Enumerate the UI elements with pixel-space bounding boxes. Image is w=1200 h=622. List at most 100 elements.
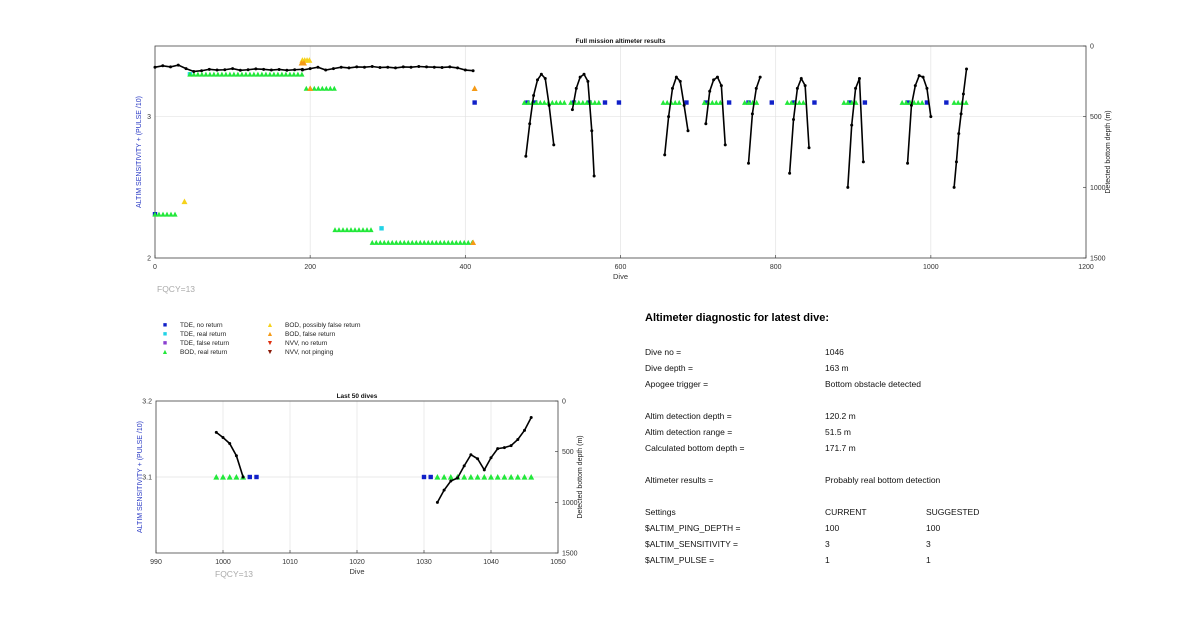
triangle-marker	[919, 99, 925, 105]
depth-point	[758, 75, 762, 79]
depth-point	[347, 66, 351, 70]
diag-value: 3	[926, 539, 931, 549]
depth-point	[857, 77, 861, 81]
square-marker	[421, 474, 427, 480]
diag-value: 100	[825, 523, 840, 533]
depth-point	[241, 475, 245, 479]
depth-point	[719, 84, 723, 88]
square-marker	[905, 100, 910, 105]
triangle-marker	[279, 71, 285, 77]
square-marker	[812, 100, 817, 105]
triangle-marker	[172, 211, 178, 217]
depth-point	[378, 65, 382, 69]
depth-point	[788, 171, 792, 175]
depth-point	[331, 67, 335, 71]
depth-point	[578, 75, 582, 79]
depth-point	[921, 75, 925, 79]
depth-point	[476, 457, 480, 461]
depth-point	[929, 115, 933, 119]
diag-label: Apogee trigger =	[645, 379, 709, 389]
triangle-marker	[899, 99, 905, 105]
triangle-marker	[348, 227, 354, 233]
square-marker	[472, 100, 477, 105]
triangle-marker	[441, 239, 447, 245]
diag-label: Settings	[645, 507, 676, 517]
depth-point	[482, 468, 486, 472]
depth-point	[529, 416, 533, 420]
y2-tick-label: 0	[1090, 44, 1094, 51]
depth-point	[850, 123, 854, 127]
legend-item: ▲ BOD, possibly false return	[265, 321, 361, 330]
square-marker	[684, 100, 689, 105]
triangle-marker	[251, 71, 257, 77]
triangle-marker	[235, 71, 241, 77]
diag-label: Dive depth =	[645, 363, 693, 373]
chart-title: Full mission altimeter results	[576, 38, 666, 45]
y2-tick-label: 0	[562, 399, 566, 406]
square-marker	[428, 474, 433, 480]
diag-value: 3	[825, 539, 830, 549]
square-marker	[254, 474, 259, 480]
depth-point	[957, 132, 961, 136]
square-marker	[769, 100, 774, 105]
legend-item: ▲ BOD, real return	[160, 348, 228, 357]
triangle-marker	[275, 71, 281, 77]
triangle-marker	[327, 85, 333, 91]
triangle-marker	[352, 227, 358, 233]
triangle-marker	[501, 474, 508, 480]
diag-row-settings-header: Settings CURRENT SUGGESTED	[645, 507, 1185, 521]
depth-point	[254, 67, 258, 71]
triangle-marker	[315, 85, 321, 91]
depth-point	[316, 65, 320, 69]
depth-point	[750, 112, 754, 116]
series-bod-false-return	[298, 59, 478, 246]
depth-point	[214, 430, 218, 434]
depth-point	[592, 174, 596, 178]
triangle-marker	[231, 71, 237, 77]
depth-point	[861, 160, 865, 164]
depth-point	[715, 75, 719, 79]
y2-tick-label: 500	[562, 449, 574, 456]
depth-point	[456, 66, 460, 70]
triangle-marker	[955, 99, 961, 105]
depth-line	[215, 431, 244, 478]
full-mission-chart: 0 200 400 600 800 1000 1200 2 3 0 500 1000 1500 Full …	[136, 38, 1112, 281]
triangle-marker	[413, 239, 419, 245]
diag-label: Altim detection depth =	[645, 411, 732, 421]
triangle-marker	[311, 85, 317, 91]
square-marker	[247, 474, 252, 480]
triangle-marker	[307, 85, 314, 91]
legend-item: ▼ NVV, not pinging	[265, 348, 334, 357]
depth-point	[425, 65, 429, 69]
depth-point	[582, 72, 586, 76]
depth-point	[803, 84, 807, 88]
triangle-marker	[911, 99, 917, 105]
legend-down-triangle-icon: ▼	[266, 340, 274, 347]
depth-point	[200, 69, 204, 73]
triangle-marker	[537, 99, 543, 105]
triangle-marker	[417, 239, 423, 245]
diag-col-header: CURRENT	[825, 507, 867, 517]
depth-point	[401, 65, 405, 69]
legend-label: BOD, real return	[180, 349, 228, 356]
triangle-marker	[796, 99, 802, 105]
triangle-marker	[441, 474, 448, 480]
legend-label: TDE, real return	[180, 331, 227, 338]
depth-point	[228, 442, 232, 446]
depth-point	[221, 435, 225, 439]
triangle-marker	[717, 99, 723, 105]
diag-label: Altimeter results =	[645, 475, 714, 485]
triangle-marker	[243, 71, 249, 77]
depth-line	[705, 75, 727, 145]
triangle-marker	[521, 99, 527, 105]
triangle-marker	[742, 99, 748, 105]
square-marker	[726, 100, 732, 105]
depth-point	[502, 446, 506, 450]
triangle-marker	[207, 71, 213, 77]
depth-point	[913, 84, 917, 88]
depth-point	[471, 69, 475, 73]
square-marker	[602, 100, 608, 105]
triangle-marker	[421, 239, 427, 245]
legend-item: ■ TDE, false return	[160, 339, 229, 348]
diagnostic-panel: Altimeter diagnostic for latest dive: Di…	[645, 312, 1185, 572]
